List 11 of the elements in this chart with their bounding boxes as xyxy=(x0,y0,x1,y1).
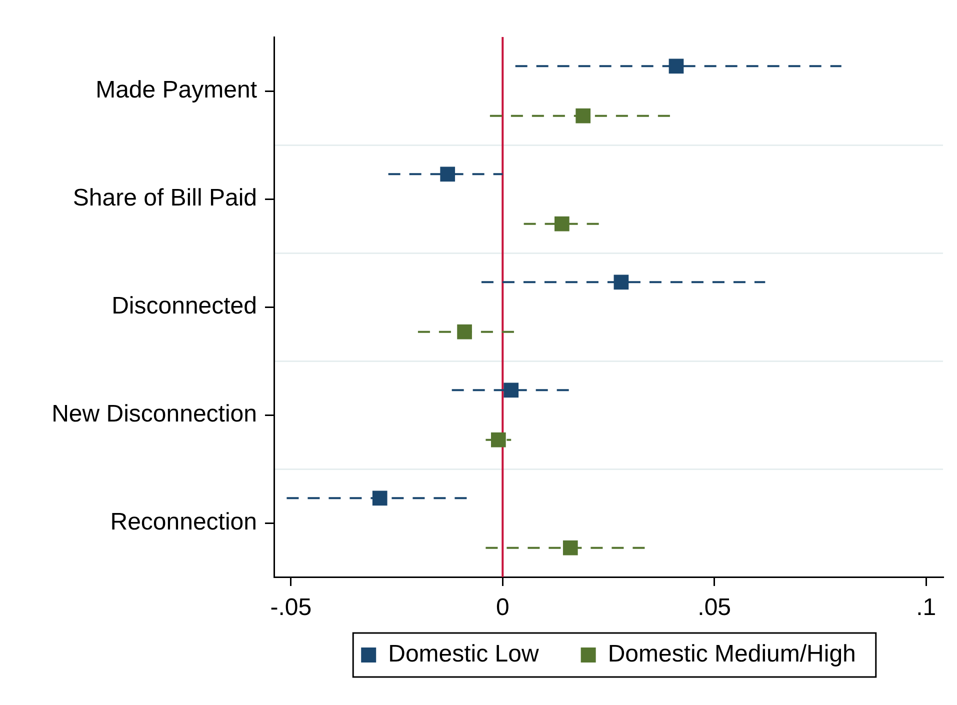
x-tick-label: 0 xyxy=(496,594,510,622)
x-tick-label: .1 xyxy=(916,594,936,622)
y-tick-label: Reconnection xyxy=(110,508,257,536)
legend-label: Domestic Medium/High xyxy=(608,640,856,668)
y-tick-label: Made Payment xyxy=(96,76,258,104)
y-tick-label: Share of Bill Paid xyxy=(72,184,257,212)
y-tick-label: New Disconnection xyxy=(52,400,257,428)
legend-label: Domestic Low xyxy=(388,640,540,668)
y-tick-label: Disconnected xyxy=(112,292,257,320)
x-tick-label: -.05 xyxy=(270,594,312,622)
x-tick-label: .05 xyxy=(698,594,732,622)
